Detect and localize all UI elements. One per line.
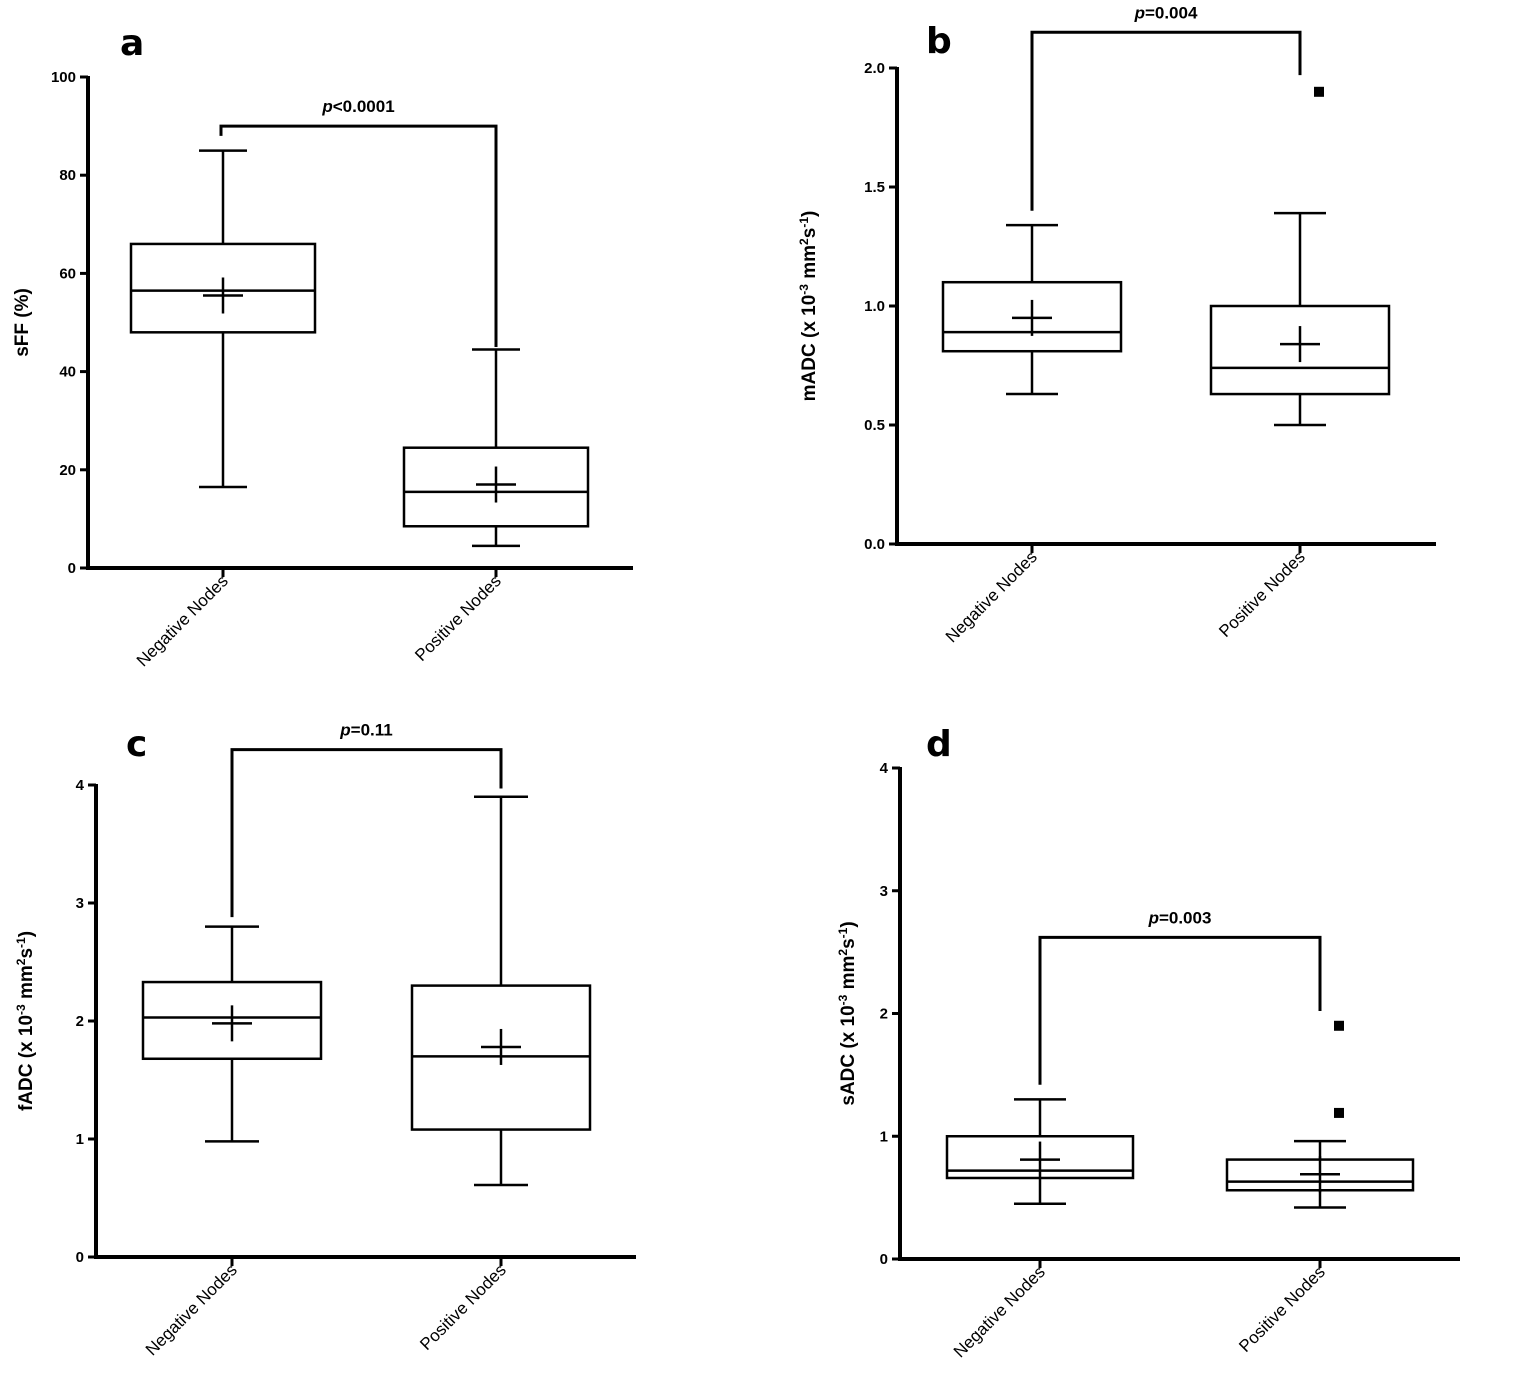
outlier-point [1334,1107,1344,1118]
y-axis-label: sFF (%) [12,288,33,357]
y-tick-label: 1.5 [864,179,885,196]
x-category-label: Positive Nodes [411,571,505,665]
y-tick-label: 0 [76,1249,84,1266]
x-category-label: Negative Nodes [942,547,1041,646]
x-category-label: Negative Nodes [133,571,232,670]
y-axis-label: mADC (x 10-3 mm2s-1) [797,211,820,402]
panel-letter: d [926,724,952,765]
x-category-label: Negative Nodes [142,1260,241,1359]
box-negative-nodes [129,149,317,489]
box-negative-nodes [141,925,323,1143]
outlier-point [1314,86,1324,97]
x-category-label: Negative Nodes [950,1262,1049,1361]
panel-letter: b [926,21,952,62]
y-tick-label: 1 [880,1128,888,1145]
box-negative-nodes [941,223,1123,396]
y-tick-label: 3 [880,883,888,900]
panel-b: b 0.0 0.5 1.0 1.5 2.0 mADC (x 10-3 mm2s-1) Nega… [797,3,1436,646]
x-category-label: Positive Nodes [416,1260,510,1354]
y-axis-label: fADC (x 10-3 mm2s-1) [14,931,37,1111]
p-value-label: p=0.003 [1148,908,1212,927]
y-tick-label: 2 [76,1013,84,1030]
y-tick-label: 0.0 [864,536,885,553]
y-tick-label: 2 [880,1006,888,1023]
p-value-label: p=0.004 [1134,3,1198,22]
box-negative-nodes [945,1098,1135,1206]
panel-d: d 0 1 2 3 4 sADC (x 10-3 mm2s-1) Negative Nodes… [836,724,1460,1361]
y-tick-label: 0 [880,1251,888,1268]
y-tick-label: 20 [59,462,76,479]
box-positive-nodes [410,795,592,1187]
y-tick-label: 3 [76,895,84,912]
significance-bracket [1030,30,1302,211]
box-positive-nodes [1225,1020,1415,1209]
x-category-label: Positive Nodes [1235,1262,1329,1356]
panel-letter: c [126,724,147,765]
box-positive-nodes [1209,86,1391,427]
significance-bracket [219,124,498,348]
y-tick-label: 80 [59,167,76,184]
panel-a: a 0 20 40 60 80 100 sFF (%) Negative Nodes Positi… [12,23,633,670]
panel-c: c 0 1 2 3 4 fADC (x 10-3 mm2s-1) Negative Nodes… [14,721,636,1359]
y-tick-label: 4 [880,760,889,777]
x-category-label: Positive Nodes [1215,547,1309,641]
y-tick-label: 4 [76,777,85,794]
panel-letter: a [120,23,144,64]
outlier-point [1334,1020,1344,1031]
y-tick-label: 0.5 [864,417,885,434]
y-tick-label: 0 [68,560,76,577]
significance-bracket [1038,935,1322,1085]
y-tick-label: 100 [51,69,76,86]
significance-bracket [230,748,503,918]
y-tick-label: 1 [76,1131,84,1148]
y-tick-label: 2.0 [864,60,885,77]
y-axis-label: sADC (x 10-3 mm2s-1) [836,921,859,1105]
box-positive-nodes [402,348,590,548]
y-tick-label: 60 [59,265,76,282]
y-tick-label: 40 [59,364,76,381]
y-tick-label: 1.0 [864,298,885,315]
p-value-label: p=0.11 [339,721,392,740]
p-value-label: p<0.0001 [321,97,394,116]
